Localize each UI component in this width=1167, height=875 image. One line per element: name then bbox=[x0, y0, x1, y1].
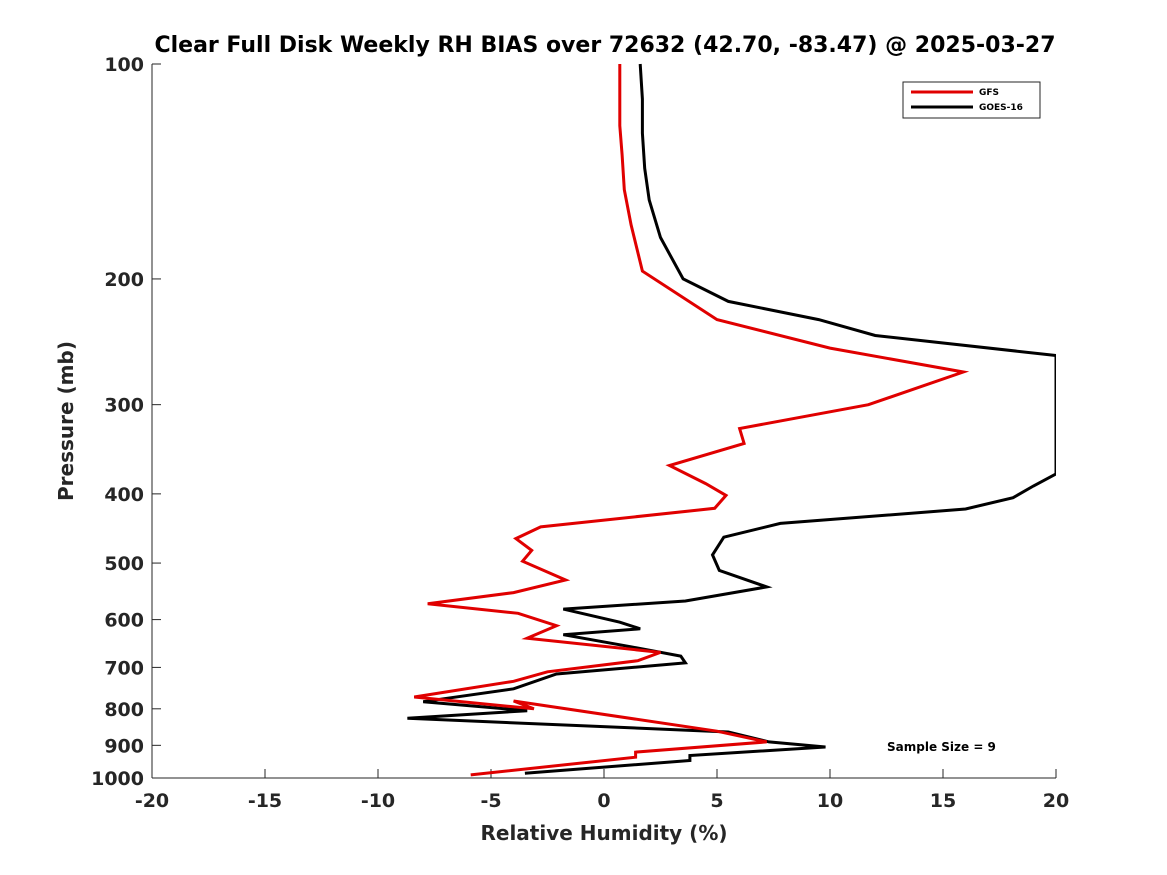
x-tick-label: 20 bbox=[1043, 790, 1069, 812]
y-tick-label: 700 bbox=[104, 657, 144, 679]
x-axis-ticks: -20 -15 -10 -5 0 5 10 15 20 bbox=[135, 769, 1069, 812]
chart-title: Clear Full Disk Weekly RH BIAS over 7263… bbox=[154, 33, 1055, 58]
x-tick-label: 15 bbox=[930, 790, 956, 812]
legend: GFS GOES-16 bbox=[902, 81, 1041, 119]
x-tick-label: 10 bbox=[817, 790, 843, 812]
x-axis-label: Relative Humidity (%) bbox=[480, 821, 727, 845]
x-tick-label: 0 bbox=[597, 790, 610, 812]
y-axis-ticks: 100 200 300 400 500 600 700 800 900 1000 bbox=[91, 54, 161, 790]
series-lines bbox=[407, 63, 1056, 777]
y-tick-label: 500 bbox=[104, 553, 144, 575]
y-tick-label: 1000 bbox=[91, 768, 144, 790]
x-tick-label: -5 bbox=[480, 790, 501, 812]
y-tick-label: 200 bbox=[104, 269, 144, 291]
x-tick-label: 5 bbox=[710, 790, 723, 812]
y-tick-label: 300 bbox=[104, 395, 144, 417]
y-tick-label: 600 bbox=[104, 610, 144, 632]
legend-label: GFS bbox=[979, 88, 999, 98]
x-tick-label: -10 bbox=[361, 790, 395, 812]
legend-box bbox=[902, 81, 1041, 119]
x-tick-label: -15 bbox=[248, 790, 282, 812]
legend-label: GOES-16 bbox=[979, 103, 1023, 113]
sample-size-annotation: Sample Size = 9 bbox=[887, 740, 996, 754]
y-tick-label: 800 bbox=[104, 699, 144, 721]
y-tick-label: 400 bbox=[104, 484, 144, 506]
x-tick-label: -20 bbox=[135, 790, 169, 812]
series-line-gfs bbox=[413, 64, 970, 777]
y-axis-label: Pressure (mb) bbox=[54, 341, 78, 501]
y-tick-label: 900 bbox=[104, 735, 144, 757]
y-tick-label: 100 bbox=[104, 54, 144, 76]
series-line-goes-16 bbox=[407, 63, 1056, 775]
